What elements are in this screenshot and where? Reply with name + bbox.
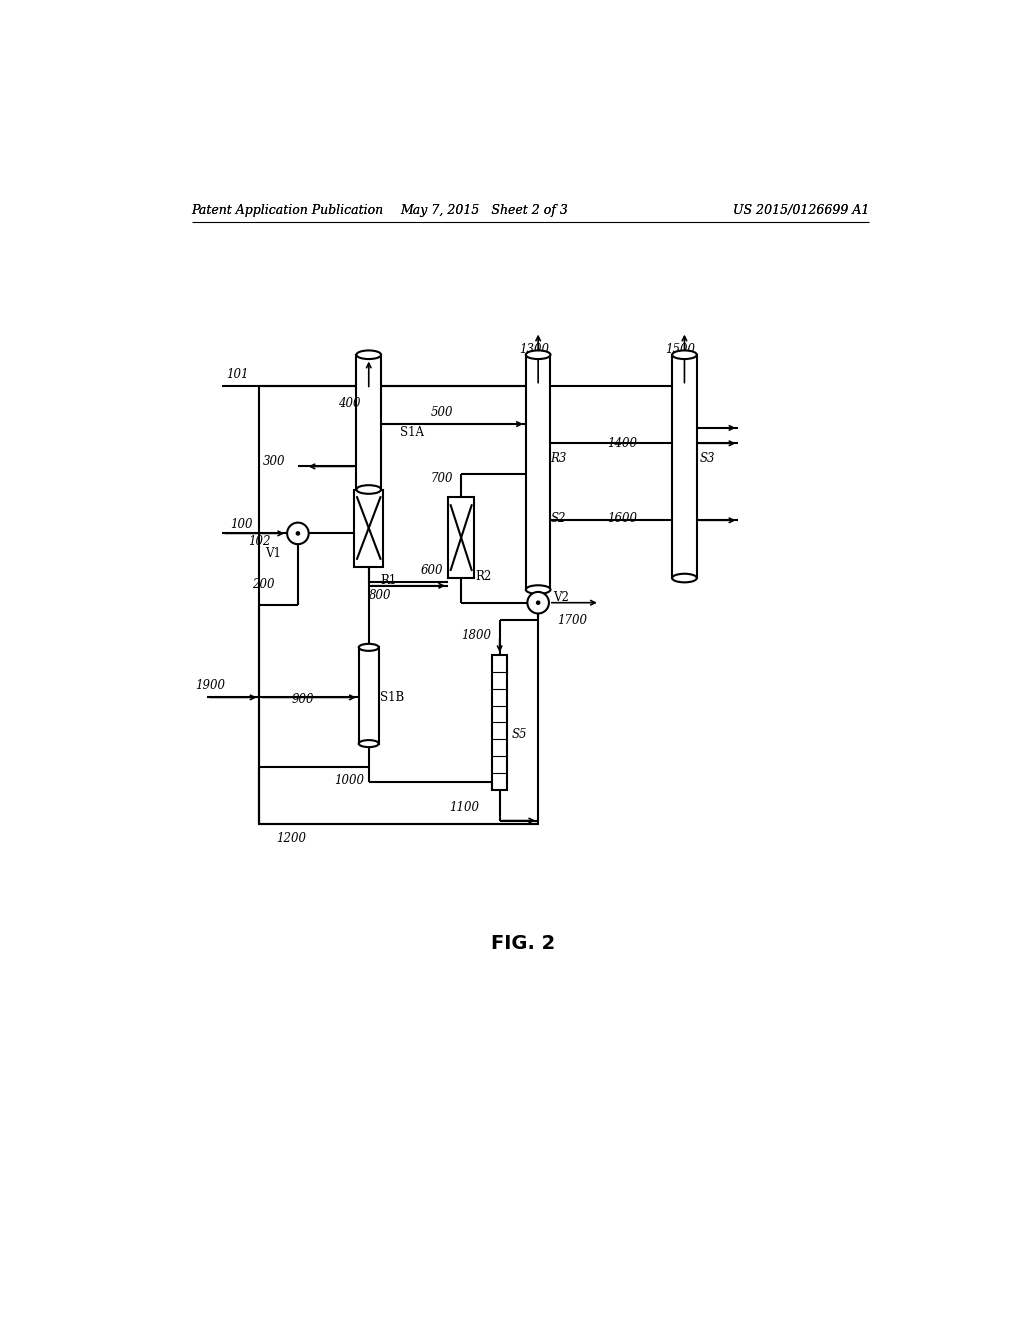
Text: S1A: S1A — [399, 426, 423, 440]
Text: US 2015/0126699 A1: US 2015/0126699 A1 — [733, 205, 868, 218]
Circle shape — [287, 523, 309, 544]
Text: 1000: 1000 — [334, 774, 364, 787]
Text: R3: R3 — [550, 453, 567, 465]
Text: 800: 800 — [369, 589, 391, 602]
Text: R2: R2 — [475, 570, 491, 583]
Circle shape — [527, 591, 548, 614]
Ellipse shape — [356, 486, 381, 494]
Ellipse shape — [526, 585, 550, 594]
Text: 1900: 1900 — [196, 680, 225, 693]
Text: 1800: 1800 — [461, 630, 491, 643]
Text: Patent Application Publication: Patent Application Publication — [192, 205, 383, 218]
Ellipse shape — [359, 741, 378, 747]
Text: R1: R1 — [380, 574, 396, 587]
Text: V2: V2 — [553, 591, 569, 603]
Text: 900: 900 — [291, 693, 314, 706]
Bar — [526, 355, 550, 590]
Text: Patent Application Publication: Patent Application Publication — [192, 205, 383, 218]
Bar — [447, 498, 474, 578]
Text: 101: 101 — [226, 367, 249, 380]
Text: 102: 102 — [248, 535, 270, 548]
Text: May 7, 2015   Sheet 2 of 3: May 7, 2015 Sheet 2 of 3 — [399, 205, 568, 218]
Text: 1300: 1300 — [519, 343, 548, 356]
Text: S2: S2 — [550, 512, 566, 525]
Text: V1: V1 — [265, 546, 280, 560]
Ellipse shape — [526, 350, 550, 359]
Text: 1500: 1500 — [664, 343, 695, 356]
Bar — [491, 655, 506, 789]
Text: FIG. 2: FIG. 2 — [490, 935, 554, 953]
Ellipse shape — [672, 574, 696, 582]
Ellipse shape — [672, 350, 696, 359]
Bar — [672, 355, 696, 578]
Text: 1200: 1200 — [276, 832, 306, 845]
Bar — [354, 490, 383, 566]
Text: 1100: 1100 — [449, 801, 479, 814]
Bar — [356, 355, 381, 490]
Text: 200: 200 — [252, 578, 274, 591]
Circle shape — [296, 531, 300, 536]
Text: 1700: 1700 — [556, 614, 587, 627]
Text: 600: 600 — [420, 564, 442, 577]
Text: S1B: S1B — [380, 690, 405, 704]
Text: 400: 400 — [337, 397, 360, 409]
Text: 700: 700 — [430, 473, 452, 486]
Text: May 7, 2015   Sheet 2 of 3: May 7, 2015 Sheet 2 of 3 — [399, 205, 568, 218]
Ellipse shape — [356, 350, 381, 359]
Text: 500: 500 — [430, 407, 452, 418]
Circle shape — [535, 601, 540, 605]
Bar — [259, 385, 538, 825]
Text: 1600: 1600 — [606, 512, 636, 525]
Text: S3: S3 — [699, 453, 714, 465]
Text: 1400: 1400 — [606, 437, 636, 450]
Text: 100: 100 — [230, 517, 253, 531]
Text: S5: S5 — [511, 727, 526, 741]
Text: 300: 300 — [262, 454, 284, 467]
Ellipse shape — [359, 644, 378, 651]
Text: US 2015/0126699 A1: US 2015/0126699 A1 — [733, 205, 868, 218]
Bar — [359, 647, 378, 743]
